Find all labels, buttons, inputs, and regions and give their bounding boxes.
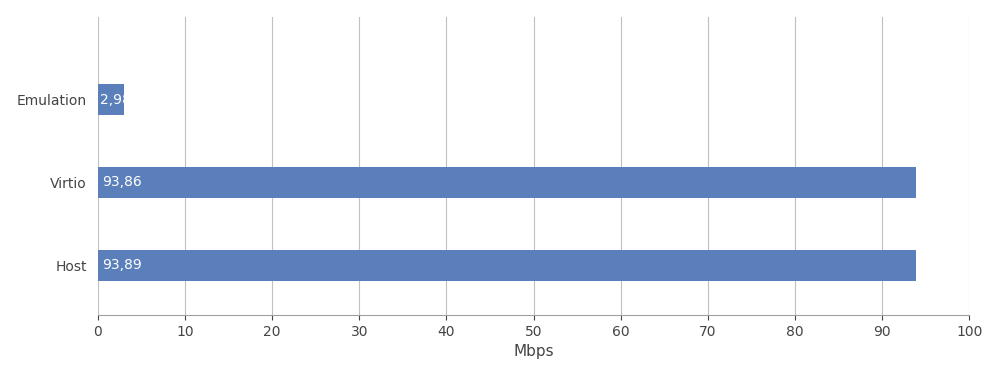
Bar (98, 167, 916, 198)
Bar (98, 84, 124, 115)
Text: 93,86: 93,86 (102, 176, 142, 190)
Bar (98, 250, 916, 281)
X-axis label: Mbps: Mbps (513, 344, 553, 359)
Text: 2,98: 2,98 (100, 92, 131, 106)
Text: 93,89: 93,89 (102, 258, 142, 272)
